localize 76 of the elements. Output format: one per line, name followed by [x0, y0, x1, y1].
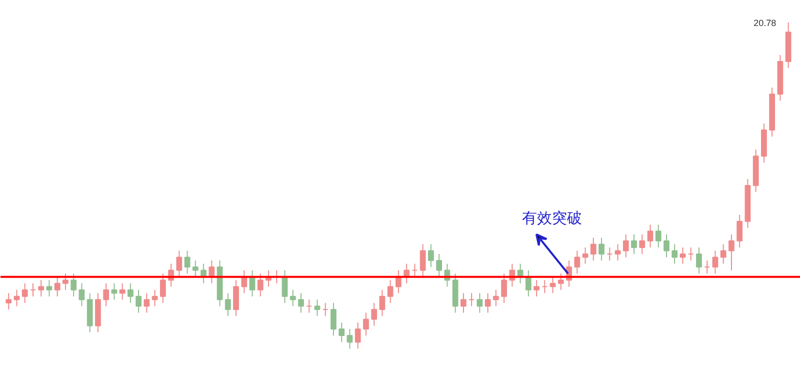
candlestick	[728, 234, 734, 271]
candlestick	[712, 250, 718, 274]
candlestick	[680, 246, 686, 264]
candlestick	[46, 280, 52, 297]
candlestick	[704, 260, 710, 274]
candlestick	[192, 260, 198, 278]
candlestick	[38, 280, 44, 297]
candlestick	[550, 276, 556, 294]
candlestick	[144, 292, 150, 314]
candlestick	[152, 289, 158, 307]
candlestick	[128, 282, 134, 304]
candlestick	[534, 280, 540, 297]
candlestick	[468, 292, 475, 307]
candlestick	[346, 328, 353, 350]
annotation: 20.78	[754, 18, 776, 28]
candlestick	[606, 246, 613, 262]
candlestick	[314, 299, 320, 316]
candlestick	[78, 282, 85, 307]
candlestick	[14, 289, 20, 307]
candlestick	[736, 214, 743, 248]
candlestick	[62, 273, 68, 290]
candlestick	[387, 280, 394, 304]
candlestick	[290, 289, 296, 307]
candlestick	[501, 273, 507, 304]
candlestick	[525, 270, 532, 297]
candlestick	[655, 224, 662, 248]
candlestick	[598, 237, 604, 262]
candlestick	[672, 244, 678, 264]
candlestick	[696, 246, 702, 274]
candlestick	[298, 292, 304, 314]
candlestick	[136, 289, 142, 314]
candlestick	[664, 234, 670, 258]
candlestick	[354, 322, 361, 350]
candlestick	[338, 322, 345, 343]
candlestick	[492, 289, 499, 307]
candlestick	[614, 244, 621, 262]
candlestick	[379, 289, 386, 316]
candlestick	[428, 244, 434, 268]
candlestick	[111, 282, 118, 300]
candlestick	[542, 280, 548, 294]
candlestick	[688, 246, 694, 262]
candlestick	[103, 282, 110, 307]
candlestick	[484, 292, 491, 314]
candlestick	[160, 273, 166, 304]
candlestick	[322, 302, 328, 316]
candlestick	[306, 299, 312, 314]
candlestick	[590, 237, 596, 262]
candlestick	[257, 273, 264, 297]
candlestick	[460, 292, 466, 314]
candlestick	[70, 273, 77, 297]
candlestick	[639, 234, 646, 254]
candlestick	[224, 292, 231, 316]
candlestick	[176, 250, 182, 278]
candlestick	[22, 282, 28, 304]
candlestick	[54, 276, 60, 297]
candlestick	[30, 282, 36, 297]
candlestick	[436, 253, 442, 278]
candlestick	[412, 263, 418, 278]
candlestick	[208, 260, 215, 284]
candlestick	[558, 273, 564, 290]
candlestick	[574, 250, 580, 274]
candlestick	[330, 302, 336, 336]
candlestick	[631, 234, 637, 254]
candlestick	[476, 292, 483, 314]
candlestick	[184, 250, 190, 274]
candlestick	[420, 244, 426, 278]
candlestick	[622, 234, 629, 258]
candlestick	[582, 246, 588, 264]
candlestick	[647, 224, 654, 248]
candlestick	[6, 292, 12, 310]
candlestick	[119, 282, 126, 300]
annotation: 有效突破	[522, 209, 582, 228]
candlestick	[363, 312, 369, 336]
candlestick	[720, 244, 726, 264]
candlestick	[233, 280, 239, 316]
candlestick	[371, 302, 378, 326]
